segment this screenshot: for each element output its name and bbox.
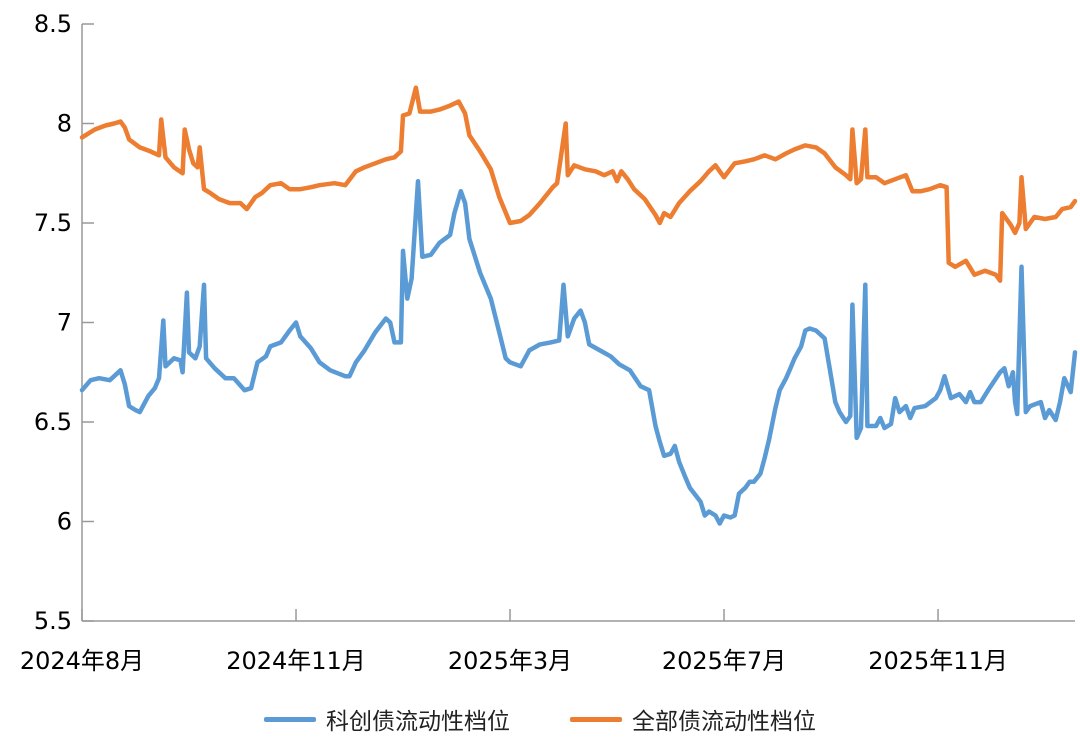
y-tick-label: 5.5	[34, 607, 72, 635]
legend: 科创债流动性档位 全部债流动性档位	[0, 702, 1080, 736]
axes: 5.5 6 6.5 7 7.5 8 8.5 2024年8月 2024年11月 2025年3月 202…	[20, 10, 1075, 675]
series-line-sci-tech-bond	[79, 178, 1078, 526]
y-tick-label: 6	[57, 508, 72, 536]
line-chart: 5.5 6 6.5 7 7.5 8 8.5 2024年8月 2024年11月 2025年3月 202…	[20, 10, 1078, 675]
y-tick-label: 7	[57, 309, 72, 337]
series-group	[79, 85, 1078, 526]
y-tick-label: 7.5	[34, 209, 72, 237]
x-tick-label: 2025年11月	[868, 647, 1008, 675]
legend-swatch	[264, 716, 316, 722]
y-tick-label: 6.5	[34, 408, 72, 436]
x-tick-label: 2024年8月	[20, 647, 144, 675]
legend-label: 科创债流动性档位	[326, 709, 510, 735]
y-tick-label: 8	[57, 110, 72, 138]
x-tick-label: 2025年7月	[662, 647, 786, 675]
x-tick-label: 2024年11月	[226, 647, 366, 675]
legend-label: 全部债流动性档位	[632, 709, 816, 735]
y-tick-label: 8.5	[34, 10, 72, 38]
legend-item-all-bond: 全部债流动性档位	[570, 702, 816, 736]
legend-item-sci-tech-bond: 科创债流动性档位	[264, 702, 510, 736]
legend-swatch	[570, 716, 622, 722]
x-tick-label: 2025年3月	[448, 647, 572, 675]
series-line-all-bond	[79, 85, 1078, 283]
